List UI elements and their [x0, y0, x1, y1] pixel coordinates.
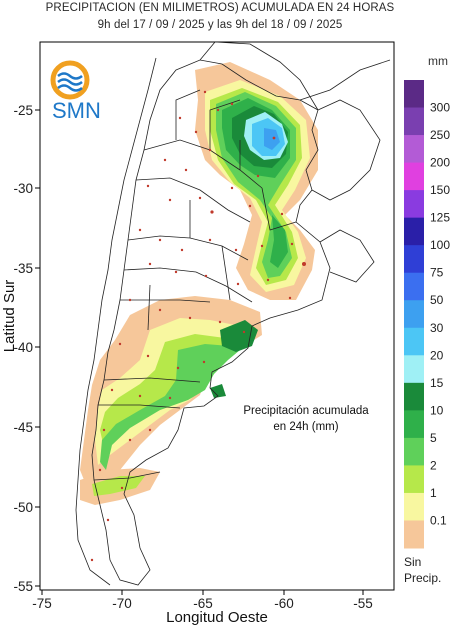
legend-swatch [404, 382, 424, 411]
legend-label: 1 [430, 486, 437, 500]
legend-swatch [404, 520, 424, 549]
legend-label: 0.1 [430, 513, 447, 527]
legend-none-label-1: Sin [404, 555, 421, 569]
y-tick-label: -25 [13, 103, 33, 118]
legend-label: 20 [430, 348, 444, 362]
x-axis-title: Longitud Oeste [166, 609, 268, 626]
legend-swatch [404, 492, 424, 521]
y-axis-title: Latitud Sur [1, 280, 18, 353]
legend-label: 15 [430, 376, 444, 390]
legend-label: 75 [430, 266, 444, 280]
legend-swatch [404, 437, 424, 466]
map-title: PRECIPITACION (EN MILIMETROS) ACUMULADA … [45, 2, 395, 14]
legend-swatch [404, 272, 424, 301]
legend-swatch [404, 107, 424, 136]
legend-label: 2 [430, 458, 437, 472]
legend-label: 250 [430, 128, 450, 142]
legend-label: 30 [430, 321, 444, 335]
y-tick-label: -50 [13, 500, 33, 515]
x-tick-label: -60 [274, 596, 294, 611]
legend-colorbar: 300 250 200 150 125 100 75 50 30 20 15 10 5 2 1 0.1 [404, 80, 450, 549]
legend-label: 50 [430, 293, 444, 307]
legend-swatch [404, 190, 424, 219]
legend-swatch [404, 162, 424, 191]
legend-none-label-2: Precip. [404, 571, 441, 585]
x-tick-label: -55 [353, 596, 373, 611]
legend-label: 200 [430, 156, 450, 170]
y-tick-label: -30 [13, 181, 33, 196]
legend-label: 5 [430, 431, 437, 445]
y-tick-label: -35 [13, 261, 33, 276]
boundaries [75, 42, 391, 586]
smn-logo-text: SMN [52, 98, 101, 123]
x-tick-label: -75 [32, 596, 52, 611]
legend-label: 100 [430, 238, 450, 252]
x-tick-label: -65 [193, 596, 213, 611]
y-tick-label: -55 [13, 579, 33, 594]
unit-label: mm [428, 54, 448, 68]
smn-logo: SMN [50, 60, 101, 123]
legend-swatch [404, 80, 424, 109]
legend-swatch [404, 355, 424, 384]
legend-label: 10 [430, 403, 444, 417]
y-tick-label: -45 [13, 420, 33, 435]
annotation-line-2: en 24h (mm) [273, 421, 338, 433]
precip-fields [80, 62, 318, 505]
station-markers [90, 90, 306, 562]
x-axis-ticks: -75 -70 -65 -60 -55 [32, 590, 373, 611]
y-tick-label: -40 [13, 340, 33, 355]
annotation-line-1: Precipitación acumulada [243, 405, 369, 417]
legend-label: 150 [430, 183, 450, 197]
legend-swatch [404, 300, 424, 329]
map-subtitle-period: 9h del 17 / 09 / 2025 y las 9h del 18 / … [97, 19, 343, 31]
legend-swatch [404, 245, 424, 274]
legend-label: 125 [430, 211, 450, 225]
x-tick-label: -70 [112, 596, 132, 611]
legend-swatch [404, 410, 424, 439]
y-axis-ticks: -25 -30 -35 -40 -45 -50 -55 [13, 103, 40, 594]
legend-swatch [404, 465, 424, 494]
legend-swatch [404, 135, 424, 164]
legend-swatch [404, 327, 424, 356]
legend-swatch [404, 217, 424, 246]
legend-label: 300 [430, 101, 450, 115]
